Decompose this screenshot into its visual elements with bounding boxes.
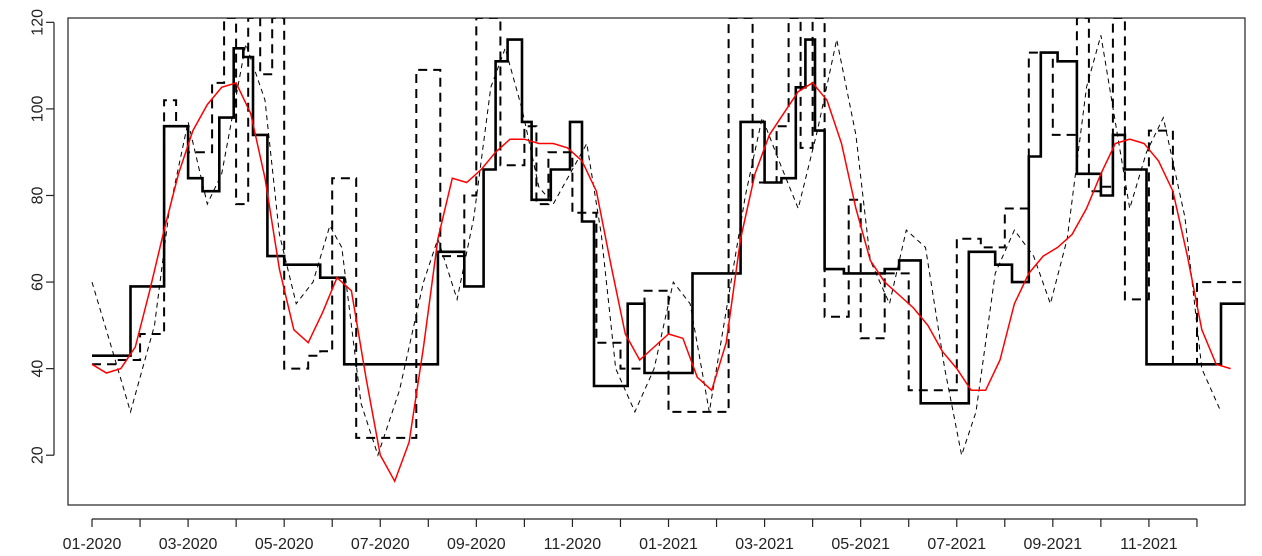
x-tick-label: 05-2020 [255, 536, 314, 553]
x-tick-label: 11-2021 [1120, 536, 1178, 553]
x-tick-label: 09-2020 [447, 536, 506, 553]
y-tick-label: 80 [30, 186, 47, 204]
series-line-step-solid [92, 38, 1245, 405]
x-tick-label: 07-2020 [351, 536, 410, 553]
x-tick-label: 01-2021 [639, 536, 698, 553]
x-tick-label: 11-2020 [544, 536, 602, 553]
chart-axes: 01-2020 03-2020 05-2020 07-2020 09-2020 11-20… [30, 9, 1198, 553]
plot-frame [67, 17, 1246, 506]
x-tick-label: 03-2020 [159, 536, 218, 553]
y-tick-label: 100 [30, 95, 47, 122]
series-line-step-dashed [92, 18, 1245, 439]
x-tick-label: 07-2021 [927, 536, 986, 553]
x-tick-label: 05-2021 [831, 536, 890, 553]
x-tick-label: 01-2020 [63, 536, 122, 553]
y-tick-label: 120 [30, 9, 47, 36]
y-tick-label: 40 [30, 360, 47, 378]
x-tick-label: 09-2021 [1023, 536, 1082, 553]
chart-marks [91, 18, 1245, 483]
x-tick-label: 03-2021 [735, 536, 794, 553]
y-tick-label: 20 [30, 446, 47, 464]
y-tick-label: 60 [30, 273, 47, 291]
series-line-smooth [91, 81, 1231, 483]
series-line-thin-dashed [91, 35, 1222, 458]
